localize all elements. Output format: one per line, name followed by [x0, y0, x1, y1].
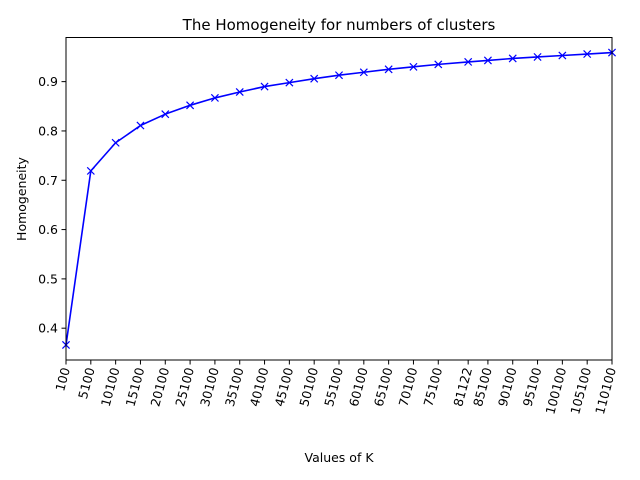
- data-point: [285, 78, 294, 87]
- data-point: [434, 60, 443, 69]
- data-point: [409, 62, 418, 71]
- y-tick-label: 0.6: [38, 222, 58, 237]
- y-tick-label: 0.5: [38, 271, 58, 286]
- data-point: [210, 93, 219, 102]
- data-point: [260, 82, 269, 91]
- data-point: [86, 166, 95, 175]
- data-point: [136, 121, 145, 130]
- y-tick-label: 0.7: [38, 173, 58, 188]
- chart-title: The Homogeneity for numbers of clusters: [182, 16, 496, 34]
- data-point: [310, 74, 319, 83]
- data-point: [111, 138, 120, 147]
- y-axis: 0.4 0.5 0.6 0.7 0.8 0.9: [38, 74, 66, 336]
- y-tick-label: 0.8: [38, 123, 58, 138]
- y-axis-title: Homogeneity: [14, 156, 29, 240]
- data-point: [483, 56, 492, 65]
- x-tick-label: 100: [52, 366, 73, 393]
- data-point: [334, 71, 344, 80]
- y-tick-label: 0.9: [38, 74, 58, 89]
- x-axis: 100 5100 10100 15100 20100 25100 30100 35100 401…: [52, 360, 619, 416]
- data-point: [235, 87, 244, 97]
- data-point: [583, 49, 592, 59]
- data-point: [161, 110, 170, 119]
- y-tick-label: 0.4: [38, 321, 58, 336]
- data-point: [384, 65, 393, 74]
- data-point: [186, 101, 195, 110]
- data-point: [464, 57, 473, 66]
- data-point: [533, 52, 542, 62]
- data-point: [558, 51, 567, 60]
- data-point: [359, 68, 368, 77]
- plot-area: [61, 48, 617, 349]
- x-axis-title: Values of K: [304, 450, 374, 465]
- data-point: [508, 54, 517, 63]
